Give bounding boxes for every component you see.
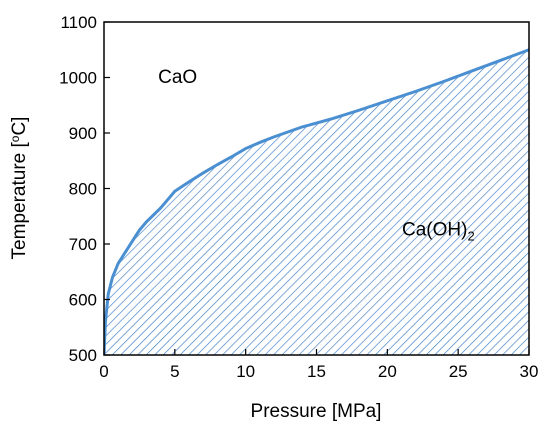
y-tick-label: 1100	[60, 13, 97, 32]
x-tick-label: 5	[170, 362, 179, 381]
region-label-calcium-hydroxide-main: Ca(OH)	[402, 220, 467, 241]
calcium-hydroxide-region-fill	[104, 49, 529, 355]
y-tick-label: 500	[69, 346, 97, 365]
phase-boundary-line	[104, 48, 529, 355]
x-tick-label: 20	[378, 362, 397, 381]
x-tick-label: 15	[307, 362, 326, 381]
y-axis-title: Temperature [oC]	[8, 117, 30, 260]
x-tick-label: 25	[449, 362, 468, 381]
y-tick-label: 900	[69, 124, 97, 143]
y-tick-label: 600	[69, 291, 97, 310]
y-axis-title-main: Temperature [	[9, 142, 30, 260]
y-axis-ticks: 500 600 700 800 900 1000 1100	[59, 13, 110, 365]
x-tick-label: 30	[520, 362, 539, 381]
y-axis-title-unit: C]	[9, 117, 30, 136]
x-axis-ticks: 0 5 10 15 20 25 30	[99, 349, 538, 381]
x-tick-label: 10	[236, 362, 255, 381]
y-tick-label: 1000	[59, 69, 97, 88]
y-tick-label: 700	[69, 235, 97, 254]
y-axis-title-degree: o	[8, 135, 22, 142]
x-axis-title: Pressure [MPa]	[251, 401, 382, 422]
region-label-cao: CaO	[158, 67, 197, 88]
region-label-calcium-hydroxide: Ca(OH)2	[402, 220, 475, 244]
y-tick-label: 800	[69, 180, 97, 199]
region-label-calcium-hydroxide-subscript: 2	[467, 229, 474, 244]
x-tick-label: 0	[99, 362, 108, 381]
